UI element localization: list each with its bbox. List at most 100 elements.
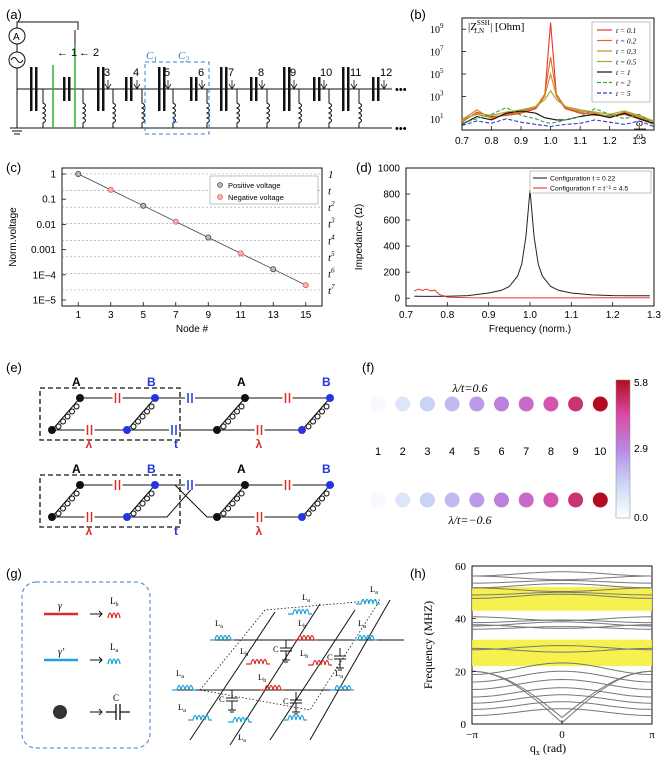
node-label: 6 (198, 67, 204, 79)
diagonal-wire (229, 603, 321, 746)
right-tick-exponent: 7 (331, 283, 335, 291)
y-tick-label: 0 (394, 294, 400, 305)
lambda-label: λ (86, 437, 93, 451)
capacitor-plate (158, 67, 161, 111)
voltage-dot (568, 396, 584, 412)
inductor-coil (205, 89, 210, 128)
lambda-capacitor-gap (84, 425, 95, 435)
panel-e-top-chain: A B A Bλ t λ (39, 375, 334, 451)
capacitor-plate (195, 77, 198, 101)
inductor-coil (130, 490, 155, 517)
panel-label-g: (g) (6, 566, 22, 581)
panel-label-e: (e) (6, 360, 22, 375)
site-label-a: A (237, 375, 246, 389)
plot-b-legend: t = 0.1 t = 0.2t = 0.3 t = 0.5t = 1 t = 2t … (591, 21, 651, 103)
plot-d-xlabel: Frequency (norm.) (489, 324, 571, 335)
legend-label: t = 0.2 (616, 37, 637, 46)
node-label: ← 1 (57, 47, 77, 59)
lattice-node (123, 513, 131, 521)
plot-c-xlabel: Node # (176, 324, 209, 335)
panel-f-top-dots (370, 396, 608, 412)
lb-inductor (308, 659, 332, 666)
x-tick-label: 0.7 (399, 310, 413, 321)
series-line-t022 (414, 190, 650, 297)
right-tick-label: t2 (328, 200, 335, 214)
right-tick-label: t3 (328, 217, 335, 231)
positive-point (270, 266, 277, 273)
node-labels: 3 4 5 6 7 8 9 10 11 12 ← 1 ← 2 (57, 47, 392, 90)
plot-d-ylabel: Impedance (Ω) (354, 204, 365, 270)
site-label-a: A (237, 462, 246, 476)
ground-capacitor (290, 692, 302, 715)
x-tick-label: 0.9 (482, 310, 496, 321)
component-label: Lb (298, 618, 306, 630)
lambda-label: λ (256, 437, 263, 451)
capacitor-plate (30, 67, 33, 111)
lambda-capacitor-gap (282, 480, 293, 490)
node-label: 4 (133, 67, 139, 79)
legend-label: t = 0.5 (616, 58, 637, 67)
x-tick-label: 1.2 (606, 310, 620, 321)
arrow-icon (90, 656, 103, 664)
right-tick-exponent: 4 (331, 233, 335, 241)
site-index: 8 (548, 446, 554, 458)
y-tick-label: 1000 (378, 164, 401, 175)
unit-cell-outline (199, 599, 381, 711)
component-label: Lb (258, 672, 266, 684)
crossed-wire (127, 484, 196, 518)
legend-label: t = 0.3 (616, 47, 637, 56)
voltage-dot (543, 492, 559, 508)
node-arrow (380, 80, 388, 90)
x-tick-label: 1.1 (564, 310, 578, 321)
legend-symbol: γ (58, 601, 63, 612)
plot-c-xticks: 1 3 5 7 9 11 13 15 (75, 302, 312, 321)
x-tick-label: 1.2 (603, 136, 617, 147)
right-tick-label: t (328, 186, 332, 198)
capacitor-plate (97, 67, 100, 111)
inductor-coil (327, 89, 332, 128)
y-tick-label: 200 (383, 268, 400, 279)
y-tick-exponent: 3 (440, 89, 444, 97)
t-label: t (174, 524, 178, 538)
plot-d-yticks: 0 200 400 600 800 1000 (378, 164, 410, 305)
lattice-node (326, 481, 334, 489)
capacitor-plate (102, 67, 105, 111)
component-label-sub: a (340, 674, 343, 680)
component-label-sub: b (263, 678, 266, 684)
lattice-node (326, 394, 334, 402)
inductor-coil (305, 490, 330, 517)
series-line-t05 (461, 89, 655, 122)
c2-label: C2 (178, 50, 189, 64)
legend-target: Lb (110, 596, 119, 608)
lattice-node (213, 426, 221, 434)
legend-target: C (113, 693, 119, 703)
t-capacitor-gap (185, 393, 195, 403)
upper-band (472, 571, 652, 577)
panel-label-a: (a) (6, 7, 22, 22)
legend-box (529, 170, 652, 194)
ground-icon (10, 127, 24, 135)
capacitor-label: C (273, 644, 279, 654)
plot-h-xticks: −π 0 π (466, 720, 655, 741)
legend-label: Configuration t = 0.22 (550, 176, 615, 183)
legend-label: Negative voltage (228, 193, 284, 202)
panel-f-bottom-dots (370, 492, 608, 508)
site-label-b: B (322, 462, 331, 476)
arrow-icon (90, 708, 103, 716)
component-label: La (335, 668, 343, 680)
inductor-coil (171, 89, 176, 128)
component-label: La (302, 592, 310, 604)
legend-label: Positive voltage (228, 181, 281, 190)
legend-target-sub: a (116, 648, 119, 654)
t-capacitor-gap (185, 480, 195, 490)
capacitor-plate (313, 77, 316, 101)
site-index: 2 (400, 446, 406, 458)
site-index: 7 (523, 446, 529, 458)
x-tick-label: 1.3 (647, 310, 661, 321)
site-label-b: B (147, 375, 156, 389)
right-tick-label: 1 (328, 169, 334, 181)
capacitor-plate (125, 77, 128, 101)
panel-label-d: (d) (356, 160, 372, 175)
component-label: La (238, 732, 246, 744)
unit-cell-box (39, 387, 181, 441)
